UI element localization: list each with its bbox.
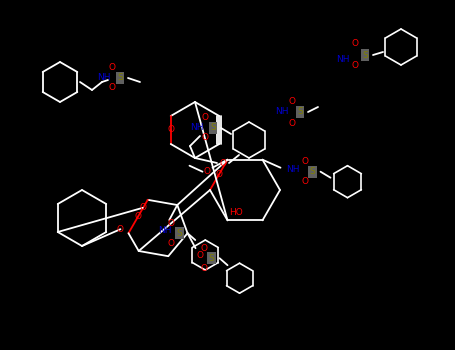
Text: NH: NH	[190, 124, 204, 133]
Text: O: O	[139, 203, 146, 212]
Text: O: O	[204, 167, 211, 176]
Text: S: S	[362, 50, 368, 60]
Text: O: O	[301, 157, 308, 166]
Text: O: O	[200, 264, 207, 273]
Text: O: O	[301, 177, 308, 186]
Text: S: S	[117, 74, 123, 83]
Text: HO: HO	[228, 208, 243, 217]
Text: O: O	[202, 133, 208, 142]
Text: O: O	[167, 126, 174, 134]
Text: S: S	[177, 229, 182, 238]
Text: O: O	[219, 159, 227, 168]
Text: O: O	[168, 238, 175, 247]
Text: O: O	[202, 113, 208, 122]
Text: S: S	[297, 107, 303, 117]
Text: O: O	[135, 212, 142, 221]
Text: O: O	[215, 170, 222, 179]
Text: NH: NH	[97, 74, 111, 83]
Text: O: O	[352, 40, 359, 49]
Text: NH: NH	[336, 56, 350, 64]
Text: O: O	[117, 225, 124, 234]
Text: NH: NH	[286, 165, 299, 174]
Text: O: O	[200, 244, 207, 253]
Text: O: O	[108, 63, 116, 72]
Text: NH: NH	[275, 107, 289, 117]
Text: NH: NH	[158, 225, 172, 234]
Text: O: O	[196, 251, 203, 260]
Text: O: O	[352, 62, 359, 70]
Text: S: S	[309, 167, 315, 176]
Text: O: O	[288, 119, 295, 127]
Text: S: S	[210, 124, 216, 133]
Text: O: O	[288, 97, 295, 105]
Text: S: S	[209, 254, 214, 263]
Text: O: O	[168, 218, 175, 228]
Text: O: O	[108, 84, 116, 92]
